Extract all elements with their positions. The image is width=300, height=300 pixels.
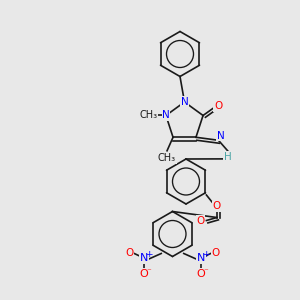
Text: N: N	[217, 131, 225, 141]
Text: O: O	[211, 248, 219, 258]
Text: CH₃: CH₃	[158, 153, 176, 163]
Text: O: O	[213, 201, 221, 212]
Text: ⁻: ⁻	[203, 268, 208, 277]
Text: O: O	[197, 269, 206, 279]
Text: N: N	[181, 97, 188, 107]
Text: N: N	[162, 110, 170, 121]
Text: O: O	[126, 248, 134, 258]
Text: H: H	[224, 152, 231, 162]
Text: +: +	[202, 250, 209, 259]
Text: N: N	[140, 253, 148, 263]
Text: N: N	[197, 253, 205, 263]
Text: ⁻: ⁻	[146, 268, 151, 277]
Text: O: O	[196, 215, 205, 226]
Text: CH₃: CH₃	[140, 110, 158, 121]
Text: O: O	[214, 101, 222, 112]
Text: +: +	[145, 250, 152, 259]
Text: O: O	[140, 269, 148, 279]
